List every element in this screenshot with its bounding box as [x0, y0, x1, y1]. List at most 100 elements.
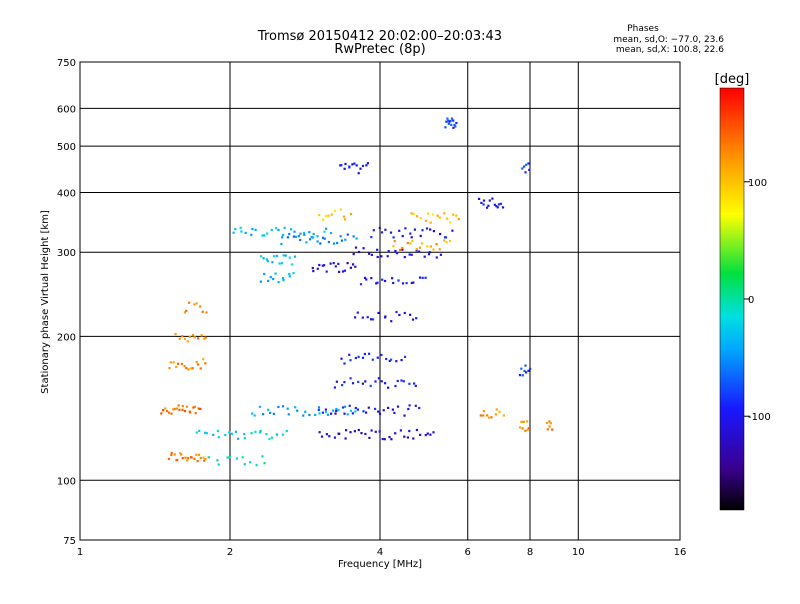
data-point [281, 277, 285, 280]
data-point [166, 410, 169, 413]
data-point [409, 232, 412, 235]
data-point [167, 457, 171, 460]
data-point [254, 430, 257, 433]
data-point [390, 438, 393, 441]
data-point [392, 236, 395, 239]
data-point [308, 231, 311, 234]
data-point [362, 410, 365, 413]
data-point [455, 121, 458, 125]
data-point [425, 227, 429, 230]
data-point [297, 235, 300, 238]
data-point [312, 270, 315, 273]
data-point [351, 412, 354, 415]
data-point [376, 255, 379, 259]
data-point [251, 228, 254, 231]
data-point [181, 335, 184, 338]
data-point [263, 272, 266, 276]
data-point [334, 412, 337, 415]
data-point [351, 163, 354, 166]
data-point [286, 407, 289, 410]
data-point [181, 457, 184, 460]
data-point [343, 167, 346, 170]
data-point [524, 171, 527, 174]
data-point [421, 242, 424, 245]
data-point [308, 413, 311, 417]
data-point [337, 408, 340, 411]
data-point [403, 435, 406, 438]
data-point [170, 453, 173, 457]
data-point [385, 357, 388, 361]
data-point [193, 405, 196, 408]
data-point [299, 232, 302, 235]
data-point [189, 411, 192, 414]
data-point [366, 316, 369, 319]
data-point [275, 254, 278, 257]
data-point [408, 253, 411, 256]
data-point [323, 237, 326, 240]
data-point [415, 215, 419, 218]
data-point [493, 203, 496, 206]
data-point [250, 233, 253, 236]
data-point [204, 458, 207, 461]
data-point [244, 231, 247, 234]
data-point [333, 209, 337, 212]
data-point [204, 336, 207, 339]
data-point [288, 256, 291, 259]
data-point [394, 249, 397, 253]
data-point [195, 431, 198, 434]
data-point [216, 429, 219, 433]
data-point [309, 238, 312, 241]
data-point [548, 425, 551, 428]
data-point [357, 172, 360, 175]
data-point [175, 407, 178, 410]
data-point [411, 239, 414, 242]
data-point [449, 119, 452, 123]
data-point [237, 437, 240, 440]
colorbar-tick-label: 100 [748, 178, 767, 189]
data-point [234, 430, 237, 433]
data-point [199, 305, 202, 308]
data-point [243, 437, 246, 440]
data-point [312, 232, 315, 236]
data-point [520, 420, 523, 423]
data-point [332, 409, 335, 412]
data-point [203, 431, 207, 434]
y-tick-label: 100 [57, 476, 76, 487]
data-point [428, 251, 431, 254]
data-point [419, 217, 422, 220]
data-point [435, 256, 438, 259]
data-point [438, 216, 441, 219]
data-point [354, 406, 357, 410]
data-point [418, 246, 421, 249]
data-point [378, 430, 381, 433]
data-point [520, 367, 523, 370]
data-point [354, 265, 357, 268]
data-point [426, 245, 429, 248]
data-point [334, 265, 337, 268]
data-point [424, 219, 428, 222]
data-point [285, 430, 288, 433]
data-point [370, 253, 373, 256]
data-point [352, 263, 355, 266]
data-point [262, 413, 265, 416]
x-tick-label: 2 [227, 547, 233, 558]
data-point [199, 407, 202, 410]
data-point [349, 359, 352, 362]
data-point [340, 239, 343, 242]
data-point [453, 123, 456, 127]
data-point [321, 411, 324, 414]
data-point [329, 232, 333, 235]
data-point [345, 429, 348, 432]
data-point [396, 405, 400, 408]
data-point [160, 412, 163, 415]
data-point [432, 431, 435, 434]
data-point [361, 164, 365, 167]
data-point [322, 218, 325, 221]
data-point [354, 356, 357, 360]
data-point [255, 464, 258, 467]
data-point [344, 162, 347, 166]
data-point [399, 248, 402, 251]
x-tick-label: 6 [465, 547, 471, 558]
data-point [407, 407, 410, 411]
data-point [290, 263, 293, 266]
